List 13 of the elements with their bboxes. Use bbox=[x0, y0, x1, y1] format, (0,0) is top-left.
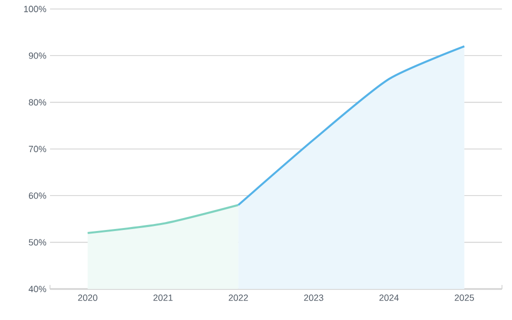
y-tick-label: 40% bbox=[28, 286, 46, 292]
y-tick-label: 50% bbox=[28, 239, 46, 246]
y-tick-label: 90% bbox=[28, 52, 46, 59]
y-tick-label: 70% bbox=[28, 146, 46, 152]
x-tick-label: 2023 bbox=[304, 294, 324, 301]
y-tick-label: 100% bbox=[24, 6, 46, 12]
x-tick-label: 2022 bbox=[228, 294, 248, 301]
x-tick-label: 2024 bbox=[379, 294, 399, 301]
x-tick-label: 2020 bbox=[78, 294, 98, 301]
y-tick-label: 60% bbox=[28, 192, 46, 199]
y-tick-label: 80% bbox=[28, 99, 46, 106]
x-tick-label: 2021 bbox=[153, 294, 173, 301]
x-tick-label: 2025 bbox=[454, 294, 474, 301]
